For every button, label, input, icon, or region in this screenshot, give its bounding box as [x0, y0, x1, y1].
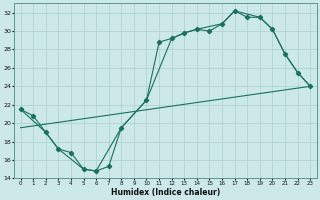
X-axis label: Humidex (Indice chaleur): Humidex (Indice chaleur) — [111, 188, 220, 197]
